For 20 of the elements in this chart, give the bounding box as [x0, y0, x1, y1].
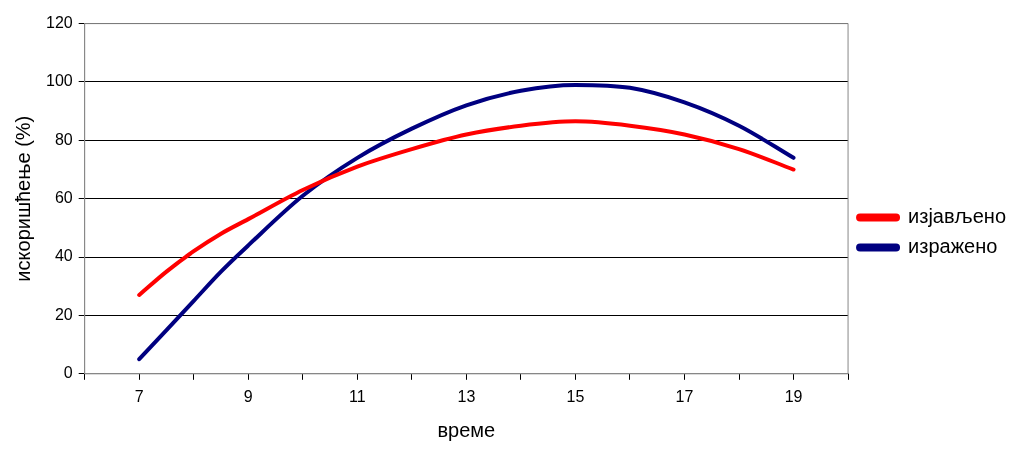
y-tick-label: 40: [54, 247, 73, 265]
y-tick-label: 80: [54, 130, 73, 148]
line-series: [137, 119, 796, 298]
x-tick-label: 11: [349, 387, 366, 405]
x-tick-label: 15: [566, 387, 585, 405]
x-tick-label: 19: [784, 387, 803, 405]
line-series: [137, 82, 796, 362]
y-tick-label: 60: [54, 189, 73, 207]
legend-label: изражено: [908, 235, 998, 258]
y-axis-title: искоришћење (%): [11, 115, 34, 282]
x-tick-label: 13: [457, 387, 476, 405]
x-tick-label: 7: [134, 387, 144, 405]
legend-label: изјављено: [908, 205, 1006, 228]
y-tick-label: 0: [63, 364, 73, 382]
x-tick-label: 17: [675, 387, 694, 405]
y-tick-label: 120: [45, 14, 73, 32]
y-tick-label: 20: [54, 305, 73, 323]
x-axis-title: време: [437, 418, 496, 441]
x-tick-label: 9: [243, 387, 253, 405]
y-tick-label: 100: [45, 72, 73, 90]
